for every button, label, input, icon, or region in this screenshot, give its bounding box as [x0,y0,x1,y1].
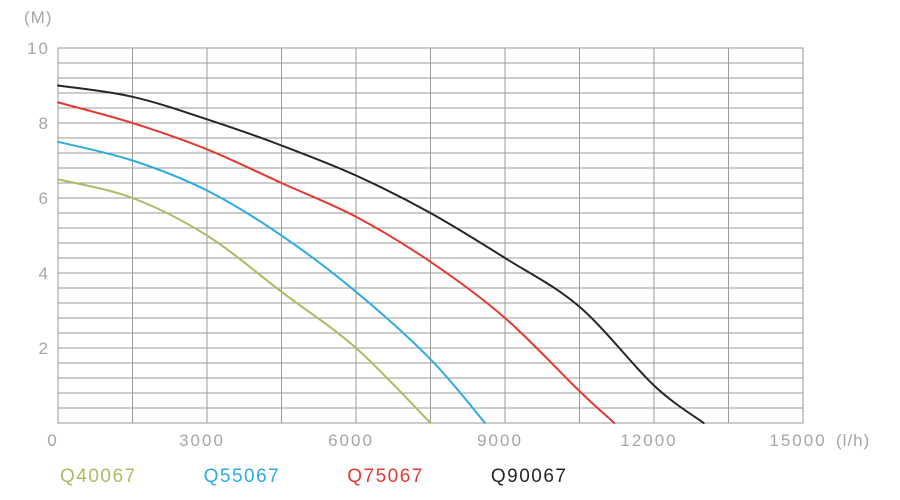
y-tick-label: 8 [39,114,50,133]
x-tick-label: 12000 [620,431,677,450]
y-tick-label: 6 [39,189,50,208]
curve-q40067 [57,178,432,424]
x-tick-label: 15000 [769,431,826,450]
x-tick-label: 0 [47,431,58,450]
x-tick-label: 9000 [477,431,523,450]
legend-item-q55067: Q55067 [203,466,281,487]
y-tick-label: 10 [27,39,50,58]
legend-item-q75067: Q75067 [347,466,424,487]
y-axis-unit-label: (M) [24,8,53,27]
x-tick-label: 6000 [328,431,374,450]
x-axis-unit-label: (l/h) [836,431,871,450]
legend-item-q40067: Q40067 [60,466,137,487]
legend-item-q90067: Q90067 [490,466,568,487]
curve-q55067 [57,140,487,424]
x-tick-label: 3000 [179,431,225,450]
y-tick-label: 4 [39,264,50,283]
curve-q90067 [57,84,705,424]
y-tick-label: 2 [39,339,50,358]
grid-lines [57,47,804,424]
curve-q75067 [57,101,616,424]
chart-legend: Q40067 Q55067 Q75067 Q90067 [60,466,568,488]
